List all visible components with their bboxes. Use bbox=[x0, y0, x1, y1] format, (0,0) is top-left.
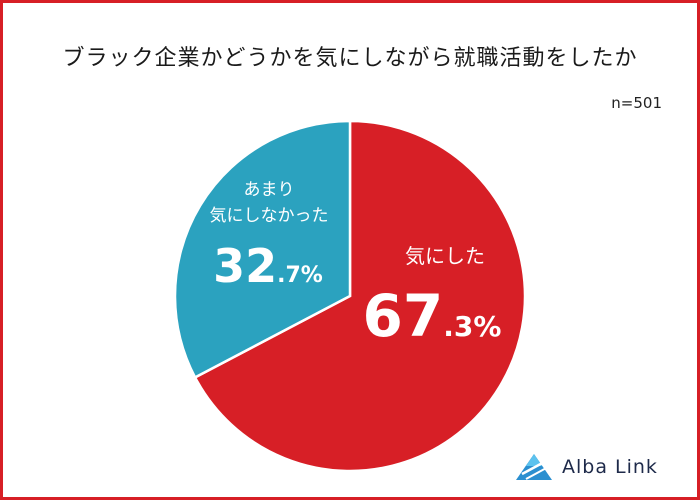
slice-value-kinishita: 67.3% bbox=[363, 282, 502, 350]
pie-slice-kinishita bbox=[193, 119, 527, 473]
slice-value-int-kinishita: 67 bbox=[363, 282, 444, 350]
sample-size: n=501 bbox=[611, 94, 662, 112]
slice-label-amari-kinishinakatta-line-1: あまり bbox=[244, 180, 295, 200]
logo-text: Alba Link bbox=[562, 456, 658, 478]
alba-link-logo-icon bbox=[516, 454, 552, 480]
slice-value-int-amari-kinishinakatta: 32 bbox=[213, 239, 277, 293]
pie-slice-amari-kinishinakatta bbox=[173, 119, 352, 380]
slice-label-amari-kinishinakatta-line-2: 気にしなかった bbox=[210, 206, 329, 226]
slice-label-kinishita: 気にした bbox=[405, 244, 485, 268]
slice-value-amari-kinishinakatta: 32.7% bbox=[213, 239, 323, 293]
chart-title: ブラック企業かどうかを気にしながら就職活動をしたか bbox=[62, 46, 638, 71]
slice-value-dec-amari-kinishinakatta: .7% bbox=[277, 263, 323, 288]
brand-logo: Alba Link bbox=[514, 452, 658, 482]
slice-value-dec-kinishita: .3% bbox=[443, 310, 501, 343]
